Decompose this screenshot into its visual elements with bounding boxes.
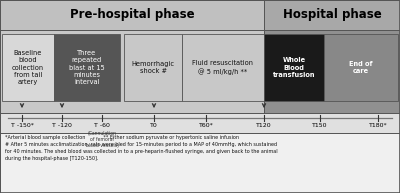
- Text: (Cannulation
of femoral
blood vessels): (Cannulation of femoral blood vessels): [86, 131, 118, 148]
- FancyBboxPatch shape: [182, 34, 264, 101]
- Text: Hemorrhagic
shock #: Hemorrhagic shock #: [132, 61, 174, 74]
- FancyBboxPatch shape: [0, 133, 400, 193]
- Text: Pre-hospital phase: Pre-hospital phase: [70, 8, 194, 21]
- FancyBboxPatch shape: [0, 30, 264, 113]
- FancyBboxPatch shape: [0, 113, 400, 133]
- Text: T -60: T -60: [94, 123, 110, 128]
- Text: T180*: T180*: [369, 123, 387, 128]
- Text: Baseline
blood
collection
from tail
artery: Baseline blood collection from tail arte…: [12, 50, 44, 85]
- FancyBboxPatch shape: [264, 34, 324, 101]
- Text: T60*: T60*: [199, 123, 213, 128]
- FancyBboxPatch shape: [264, 0, 400, 30]
- FancyBboxPatch shape: [124, 34, 182, 101]
- Text: Hospital phase: Hospital phase: [283, 8, 381, 21]
- FancyBboxPatch shape: [0, 0, 264, 30]
- FancyBboxPatch shape: [324, 34, 398, 101]
- Text: T120: T120: [256, 123, 272, 128]
- Text: T -150*: T -150*: [10, 123, 34, 128]
- Text: T -120: T -120: [52, 123, 72, 128]
- Text: End of
care: End of care: [349, 61, 373, 74]
- FancyBboxPatch shape: [264, 30, 400, 113]
- FancyBboxPatch shape: [2, 34, 54, 101]
- Text: *Arterial blood sample collection            ** Either sodium pyruvate or hypert: *Arterial blood sample collection ** Eit…: [5, 135, 278, 161]
- Text: Whole
Blood
transfusion: Whole Blood transfusion: [273, 57, 315, 78]
- Text: T0: T0: [150, 123, 158, 128]
- FancyBboxPatch shape: [54, 34, 120, 101]
- Text: Fluid resuscitation
@ 5 ml/kg/h **: Fluid resuscitation @ 5 ml/kg/h **: [192, 60, 254, 75]
- Text: Three
repeated
blast at 15
minutes
interval: Three repeated blast at 15 minutes inter…: [69, 50, 105, 85]
- Text: T150: T150: [312, 123, 328, 128]
